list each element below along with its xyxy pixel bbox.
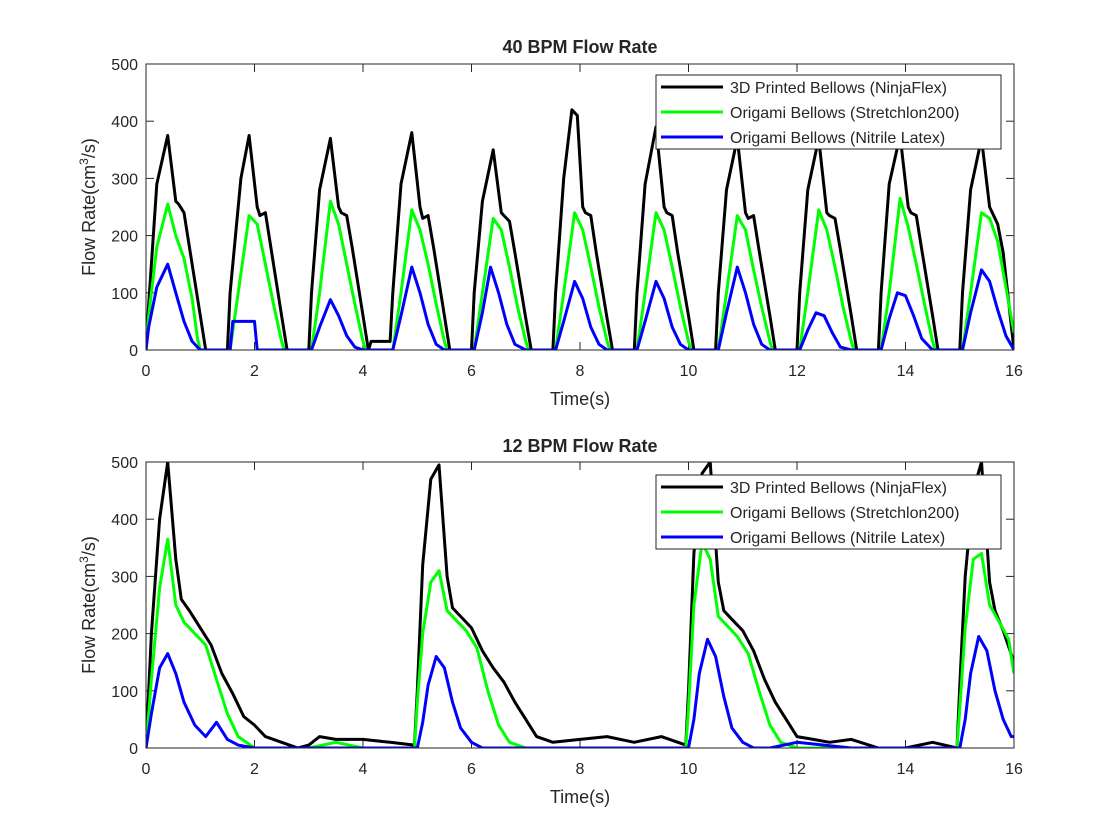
legend-label-nitrile: Origami Bellows (Nitrile Latex) [730,530,945,547]
x-tick-labels: 0 2 4 6 8 10 12 14 16 [142,363,1023,380]
y-tick-label: 500 [111,57,138,74]
x-axis-label: Time(s) [550,787,610,807]
x-tick-label: 8 [576,761,585,778]
y-tick-label: 100 [111,684,138,701]
x-tick-label: 2 [250,363,259,380]
x-tick-label: 6 [467,363,476,380]
y-axis-label: Flow Rate(cm3/s) [77,536,99,674]
chart-12-bpm: 12 BPM Flow Rate 0 2 4 6 8 10 12 14 16 0 100 200 30… [77,436,1023,807]
x-tick-label: 8 [576,363,585,380]
x-tick-label: 14 [897,761,915,778]
legend-label-stretchlon: Origami Bellows (Stretchlon200) [730,105,959,122]
x-tick-label: 12 [788,363,806,380]
chart-title: 40 BPM Flow Rate [502,37,657,57]
legend: 3D Printed Bellows (NinjaFlex) Origami B… [655,474,1002,550]
y-tick-label: 200 [111,229,138,246]
y-tick-label: 0 [129,741,138,758]
legend: 3D Printed Bellows (NinjaFlex) Origami B… [655,74,1002,150]
legend-label-nitrile: Origami Bellows (Nitrile Latex) [730,130,945,147]
y-tick-label: 300 [111,171,138,188]
x-tick-labels: 0 2 4 6 8 10 12 14 16 [142,761,1023,778]
x-tick-label: 10 [680,761,698,778]
x-tick-label: 0 [142,363,151,380]
x-tick-label: 6 [467,761,476,778]
y-axis-label: Flow Rate(cm3/s) [77,138,99,276]
x-tick-label: 2 [250,761,259,778]
y-tick-label: 500 [111,455,138,472]
series-layer [146,108,1014,350]
y-tick-label: 200 [111,627,138,644]
y-tick-labels: 0 100 200 300 400 500 [111,57,138,360]
series-nitrile-line [146,262,1014,350]
series-ninjaflex-line [146,462,1014,748]
chart-title: 12 BPM Flow Rate [502,436,657,456]
y-tick-label: 100 [111,286,138,303]
x-tick-label: 12 [788,761,806,778]
x-tick-label: 4 [359,363,368,380]
series-layer [146,462,1014,748]
legend-label-stretchlon: Origami Bellows (Stretchlon200) [730,505,959,522]
y-tick-labels: 0 100 200 300 400 500 [111,455,138,758]
y-tick-label: 400 [111,512,138,529]
series-nitrile-line [146,635,1014,748]
plot-frame [145,63,1015,351]
series-stretchlon-line [146,537,1014,748]
x-tick-label: 0 [142,761,151,778]
y-tick-label: 400 [111,114,138,131]
x-axis-label: Time(s) [550,389,610,409]
x-tick-label: 10 [680,363,698,380]
y-tick-label: 300 [111,569,138,586]
x-tick-label: 14 [897,363,915,380]
legend-label-ninjaflex: 3D Printed Bellows (NinjaFlex) [730,480,947,497]
series-stretchlon-line [146,196,1014,350]
y-tick-label: 0 [129,343,138,360]
series-ninjaflex-line [146,108,1014,350]
plot-frame [145,461,1015,749]
x-tick-label: 16 [1005,363,1023,380]
legend-label-ninjaflex: 3D Printed Bellows (NinjaFlex) [730,80,947,97]
chart-40-bpm: 40 BPM Flow Rate 0 2 4 6 8 10 12 14 16 0 100 200 30… [77,37,1023,409]
x-tick-label: 16 [1005,761,1023,778]
x-tick-label: 4 [359,761,368,778]
